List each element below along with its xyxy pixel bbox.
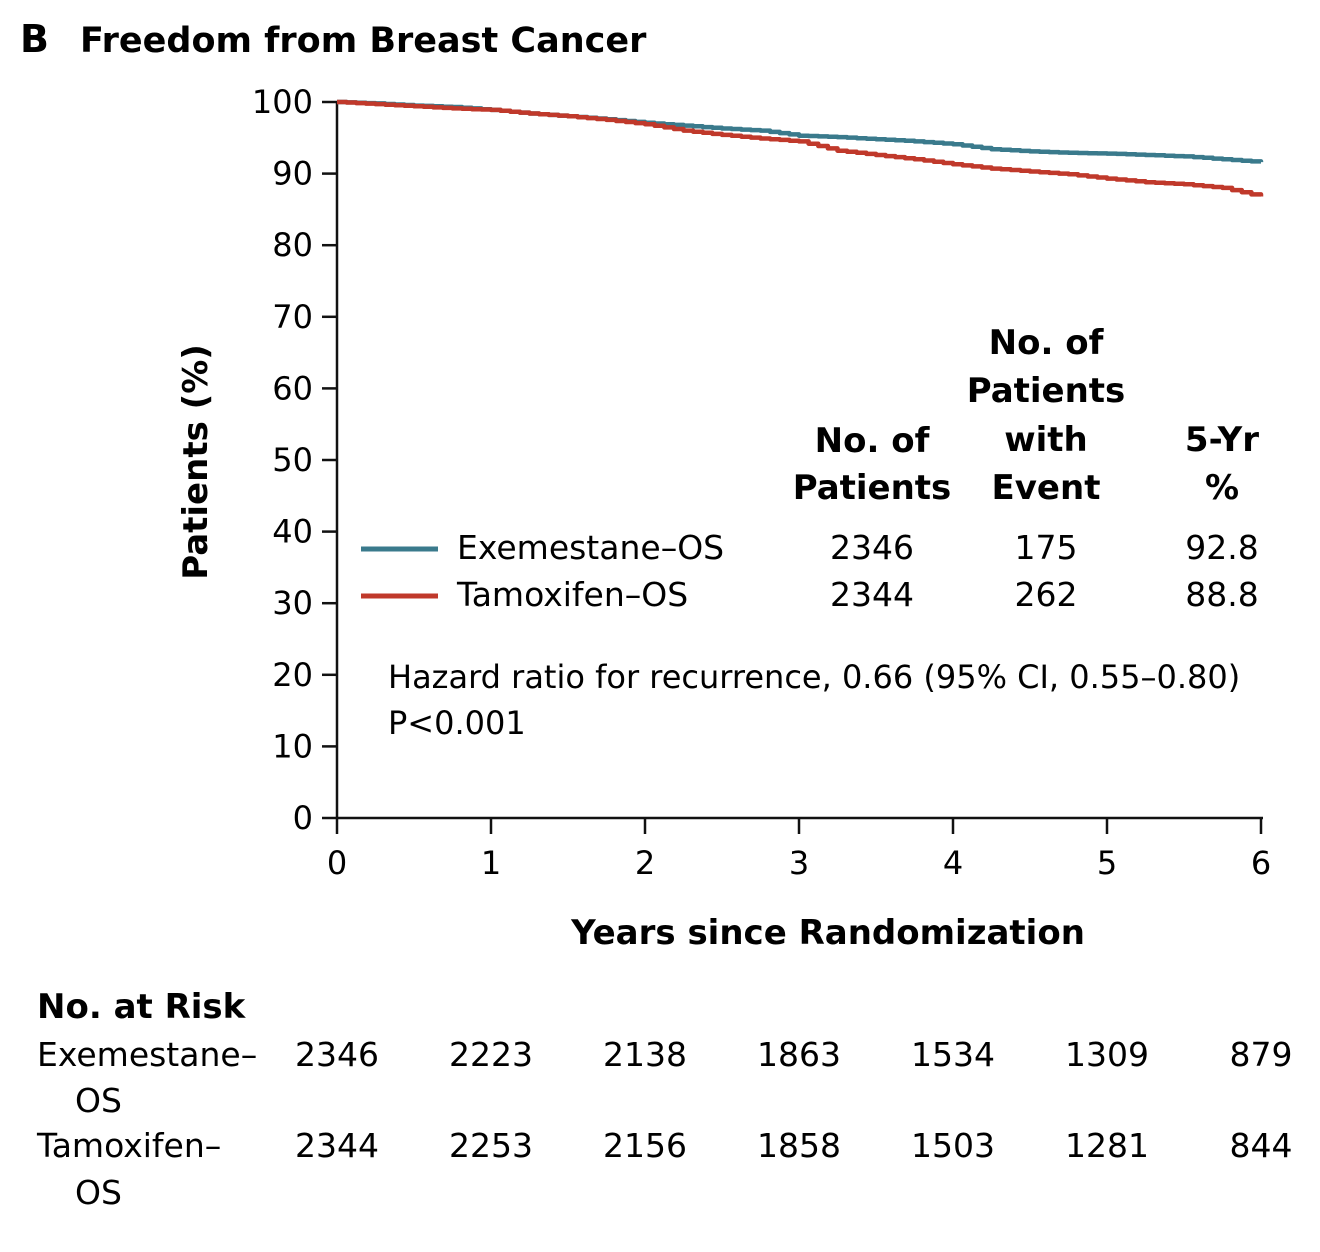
risk-value: 1534 (911, 1035, 995, 1074)
risk-row-label: Tamoxifen– (36, 1126, 221, 1165)
y-tick-label: 30 (272, 584, 313, 622)
x-ticks: 0 1 2 3 4 5 6 (327, 818, 1271, 882)
header-events-line: Patients (967, 371, 1126, 411)
x-tick-label: 3 (789, 844, 809, 882)
hazard-ratio-annotation: Hazard ratio for recurrence, 0.66 (95% C… (388, 658, 1240, 696)
y-axis-title: Patients (%) (176, 344, 216, 580)
risk-value: 1858 (757, 1126, 841, 1165)
x-tick-label: 0 (327, 844, 347, 882)
risk-row-tamoxifen: Tamoxifen– OS 2344 2253 2156 1858 1503 1281 84… (36, 1126, 1293, 1212)
legend-table: No. of Patients No. of Patients with Eve… (361, 323, 1259, 614)
risk-table: No. at Risk Exemestane– OS 2346 2223 2138 1… (36, 987, 1293, 1212)
header-events-line: with (1004, 420, 1088, 460)
header-patients-line: No. of (815, 421, 931, 461)
risk-value: 2344 (295, 1126, 379, 1165)
p-value-annotation: P<0.001 (388, 704, 526, 742)
risk-value: 844 (1230, 1126, 1293, 1165)
header-events-line: No. of (989, 323, 1105, 363)
series-group (337, 99, 1264, 197)
risk-value: 879 (1230, 1035, 1293, 1074)
y-tick-label: 60 (272, 369, 313, 407)
y-tick-label: 40 (272, 513, 313, 551)
panel-title: Freedom from Breast Cancer (80, 21, 647, 61)
y-tick-label: 70 (272, 298, 313, 336)
header-patients-line: Patients (793, 468, 952, 508)
header-events: No. of Patients with Event (967, 323, 1126, 508)
legend-row-exemestane: Exemestane–OS 2346 175 92.8 (361, 528, 1259, 567)
legend-label: Exemestane–OS (457, 528, 724, 567)
risk-value: 2138 (603, 1035, 687, 1074)
y-tick-label: 100 (252, 83, 313, 121)
x-axis-title: Years since Randomization (570, 913, 1085, 953)
legend-events: 262 (1015, 575, 1078, 614)
x-tick-label: 4 (943, 844, 963, 882)
risk-value: 1863 (757, 1035, 841, 1074)
risk-values: 2346 2223 2138 1863 1534 1309 879 (295, 1035, 1292, 1074)
legend-five-yr: 92.8 (1185, 528, 1258, 567)
risk-value: 2223 (449, 1035, 533, 1074)
header-patients: No. of Patients (793, 421, 952, 508)
risk-value: 2156 (603, 1126, 687, 1165)
x-tick-label: 5 (1097, 844, 1117, 882)
risk-row-exemestane: Exemestane– OS 2346 2223 2138 1863 1534 1309 8… (37, 1035, 1293, 1120)
risk-value: 1281 (1065, 1126, 1149, 1165)
risk-table-title: No. at Risk (37, 987, 247, 1027)
header-five-yr: 5-Yr % (1185, 420, 1259, 508)
risk-values: 2344 2253 2156 1858 1503 1281 844 (295, 1126, 1292, 1165)
panel-letter: B (20, 17, 49, 61)
series-line-tamoxifen (337, 99, 1264, 197)
risk-value: 1503 (911, 1126, 995, 1165)
risk-value: 2253 (449, 1126, 533, 1165)
y-tick-label: 50 (272, 441, 313, 479)
y-tick-label: 10 (272, 727, 313, 765)
legend-patients: 2344 (830, 575, 914, 614)
legend-label: Tamoxifen–OS (456, 575, 688, 614)
legend-row-tamoxifen: Tamoxifen–OS 2344 262 88.8 (361, 575, 1259, 614)
legend-events: 175 (1015, 528, 1078, 567)
x-tick-label: 6 (1251, 844, 1271, 882)
legend-five-yr: 88.8 (1185, 575, 1258, 614)
risk-value: 2346 (295, 1035, 379, 1074)
y-tick-label: 90 (272, 155, 313, 193)
y-tick-label: 20 (272, 656, 313, 694)
y-tick-label: 80 (272, 226, 313, 264)
x-tick-label: 2 (635, 844, 655, 882)
risk-value: 1309 (1065, 1035, 1149, 1074)
plot-axes: 0 10 20 30 40 50 60 70 80 90 100 0 1 2 3 4 5 6 (252, 83, 1271, 882)
risk-row-label: OS (75, 1173, 122, 1212)
y-tick-label: 0 (293, 799, 313, 837)
y-ticks: 0 10 20 30 40 50 60 70 80 90 100 (252, 83, 337, 837)
header-events-line: Event (992, 468, 1101, 508)
header-five-yr-line: 5-Yr (1185, 420, 1259, 460)
risk-row-label: OS (75, 1081, 122, 1120)
risk-row-label: Exemestane– (37, 1035, 257, 1074)
x-tick-label: 1 (481, 844, 501, 882)
header-five-yr-line: % (1205, 468, 1239, 508)
legend-patients: 2346 (830, 528, 914, 567)
